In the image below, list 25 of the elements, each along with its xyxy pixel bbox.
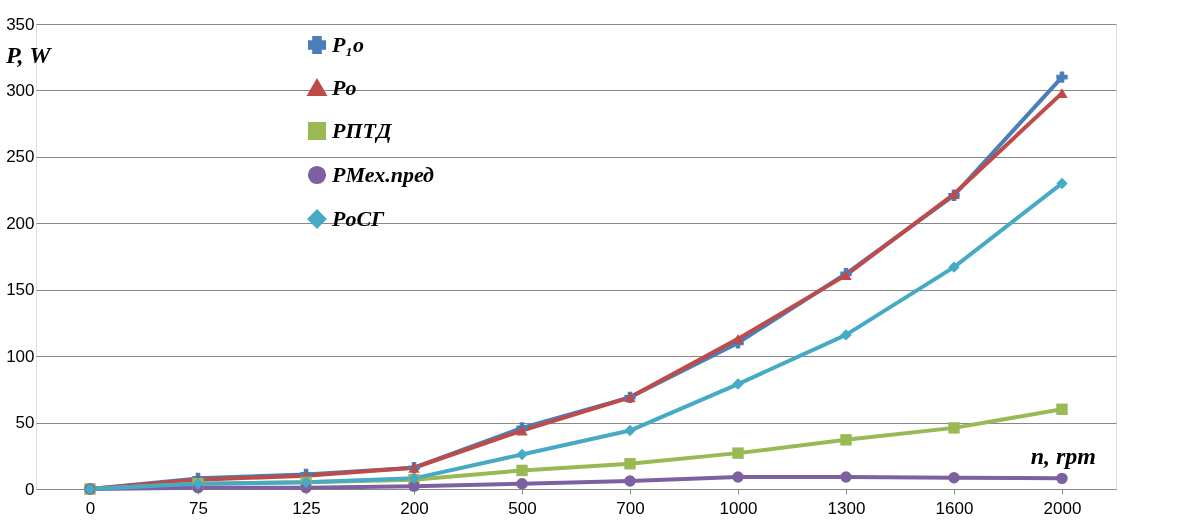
x-tick-label: 2000 <box>1043 498 1082 518</box>
legend-label: PoСГ <box>331 206 386 231</box>
legend-label: PПТД <box>331 118 393 143</box>
y-tick-label: 200 <box>6 213 35 233</box>
x-tick-label: 0 <box>85 498 96 518</box>
y-tick-label: 300 <box>6 80 35 100</box>
y-tick-label: 100 <box>6 346 35 366</box>
y-tick-label: 50 <box>15 413 35 433</box>
legend-label: Po <box>331 75 357 100</box>
y-tick-label: 0 <box>25 479 35 499</box>
y-tick-label: 250 <box>6 147 35 167</box>
x-tick-label: 75 <box>189 498 208 518</box>
x-tick-label: 1600 <box>935 498 974 518</box>
y-tick-label: 350 <box>6 14 35 34</box>
y-axis-title: P, W <box>5 42 53 68</box>
x-tick-label: 200 <box>400 498 429 518</box>
x-axis-title: n, rpm <box>1030 443 1096 469</box>
x-tick-label: 500 <box>508 498 537 518</box>
x-tick-label: 1000 <box>719 498 758 518</box>
y-tick-label: 150 <box>6 280 35 300</box>
legend-label: PМех.пред <box>331 162 435 187</box>
x-tick-label: 1300 <box>827 498 866 518</box>
legend-label: P₁o <box>331 32 365 57</box>
x-tick-label: 125 <box>292 498 321 518</box>
x-tick-label: 700 <box>616 498 645 518</box>
